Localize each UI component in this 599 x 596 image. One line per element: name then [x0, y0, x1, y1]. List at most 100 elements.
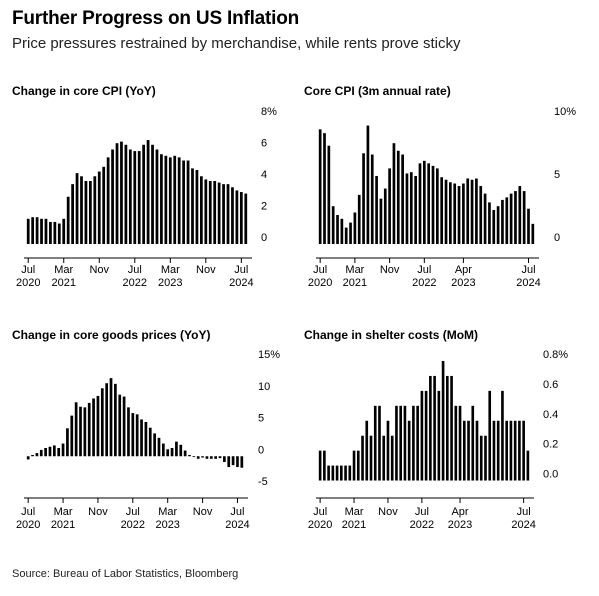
chart-bar	[449, 182, 452, 244]
chart-bar	[386, 420, 390, 481]
chart-bar	[57, 223, 61, 244]
chart-bar	[179, 444, 183, 457]
chart-title-core-cpi-yoy: Change in core CPI (YoY)	[12, 84, 156, 98]
chart-bar	[120, 141, 123, 245]
chart-bar	[92, 398, 95, 457]
chart-bar	[133, 151, 137, 244]
chart-bar	[208, 181, 212, 244]
x-tick-year-label: 2023	[451, 277, 475, 289]
chart-bar	[80, 176, 83, 244]
x-tick-label: Nov	[196, 264, 216, 276]
y-tick-label: 5	[554, 169, 560, 181]
chart-bar	[531, 223, 535, 244]
y-tick-label: 0.2	[543, 439, 558, 451]
chart-bar	[392, 143, 396, 244]
chart-bar	[496, 206, 500, 244]
chart-bar	[492, 209, 496, 244]
chart-bar	[509, 193, 513, 244]
x-tick-year-label: 2020	[308, 519, 332, 531]
chart-bar	[137, 151, 141, 244]
y-tick-label: 4	[261, 169, 267, 181]
chart-bar	[340, 218, 344, 244]
chart-bar	[84, 181, 88, 244]
x-tick-label: Apr	[455, 264, 472, 276]
chart-bar	[175, 441, 178, 457]
chart-bar	[433, 375, 436, 481]
chart-bar	[26, 456, 30, 460]
chart-bar	[403, 405, 407, 481]
chart-bar	[396, 150, 400, 244]
y-tick-label: 8%	[261, 106, 277, 118]
chart-bar	[93, 176, 97, 244]
chart-bar	[399, 405, 402, 481]
chart-bar	[327, 145, 331, 244]
chart-bar	[157, 437, 161, 457]
chart-bar	[375, 175, 378, 244]
chart-bar	[151, 144, 154, 244]
chart-bar	[457, 186, 461, 244]
chart-bar	[440, 177, 444, 244]
chart-bar	[323, 450, 326, 481]
chart-bar	[44, 448, 47, 457]
chart-bar	[226, 184, 230, 244]
chart-bar	[144, 421, 148, 457]
chart-bar	[471, 405, 475, 481]
chart-bar	[155, 149, 159, 244]
chart-bar	[186, 160, 190, 244]
x-tick-label: Jul	[521, 264, 535, 276]
chart-bar	[418, 163, 422, 244]
chart-bar	[416, 405, 419, 481]
x-tick-label: Apr	[451, 506, 468, 518]
chart-bar	[496, 420, 500, 481]
chart-bar	[407, 420, 411, 481]
x-tick-label: Mar	[158, 506, 177, 518]
chart-bar	[100, 388, 104, 457]
chart-bar	[168, 157, 172, 245]
x-tick-label: Mar	[54, 506, 73, 518]
chart-bar	[39, 449, 43, 457]
x-tick-label: Mar	[345, 264, 364, 276]
x-tick-label: Nov	[380, 264, 400, 276]
chart-bar	[429, 375, 432, 481]
chart-bar	[182, 160, 185, 244]
x-tick-year-label: 2023	[158, 277, 182, 289]
chart-bar	[370, 154, 374, 244]
chart-bar	[89, 181, 92, 244]
chart-bar	[462, 183, 465, 244]
x-tick-year-label: 2021	[343, 277, 367, 289]
chart-bar	[388, 168, 391, 244]
chart-bar	[218, 456, 222, 459]
chart-bar	[131, 413, 135, 457]
x-tick-year-label: 2020	[308, 277, 332, 289]
x-tick-year-label: 2022	[121, 519, 145, 531]
x-tick-label: Jul	[234, 264, 248, 276]
chart-bar	[336, 215, 339, 244]
chart-bar	[362, 153, 365, 244]
chart-bar	[344, 465, 347, 481]
chart-bar	[111, 149, 114, 244]
chart-bar	[454, 405, 458, 481]
chart-bar	[161, 443, 165, 457]
chart-bar	[467, 420, 470, 481]
chart-bar	[79, 406, 82, 457]
chart-bar	[124, 144, 128, 244]
chart-title-shelter-mom: Change in shelter costs (MoM)	[304, 328, 479, 342]
x-tick-year-label: 2024	[229, 277, 253, 289]
y-tick-label: 10%	[554, 106, 576, 118]
chart-bar	[231, 456, 235, 466]
chart-bar	[74, 402, 78, 457]
y-tick-label: 10	[258, 381, 270, 393]
chart-bar	[424, 390, 428, 481]
chart-bar	[115, 143, 119, 244]
chart-bar	[239, 192, 243, 244]
source-note: Source: Bureau of Labor Statistics, Bloo…	[12, 568, 239, 580]
chart-bar	[97, 171, 101, 244]
chart-bar	[66, 428, 69, 457]
chart-bar	[235, 190, 239, 244]
chart-bar	[196, 456, 200, 459]
chart-bar	[475, 178, 478, 244]
chart-bar	[201, 456, 204, 458]
chart-bar	[227, 456, 231, 468]
chart-bar	[323, 133, 326, 244]
